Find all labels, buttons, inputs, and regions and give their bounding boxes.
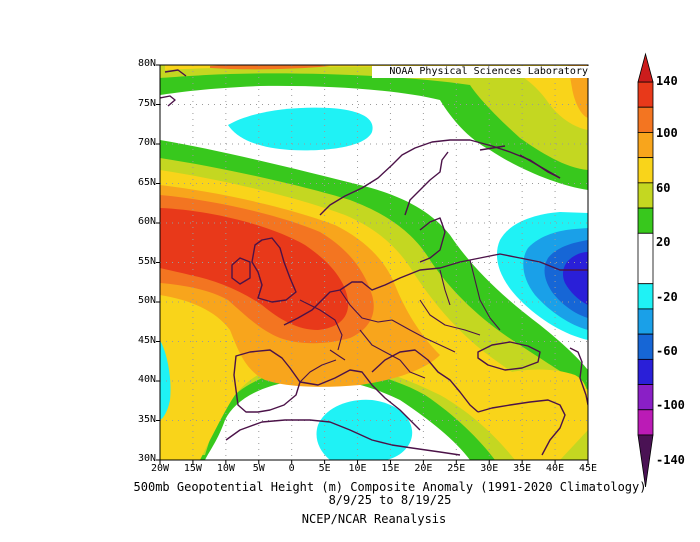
lat-label: 30N bbox=[137, 453, 156, 464]
colorbar-bin bbox=[637, 333, 654, 360]
colorbar-bin bbox=[637, 283, 654, 310]
colorbar-bin bbox=[637, 207, 654, 234]
lat-label: 80N bbox=[137, 58, 156, 69]
colorbar-bin bbox=[637, 182, 654, 209]
lat-label: 70N bbox=[137, 137, 156, 148]
coastline-arctic bbox=[160, 69, 561, 179]
lon-label: 5E bbox=[318, 463, 331, 474]
colorbar-label: 100 bbox=[656, 126, 678, 140]
coastline-black-sea bbox=[477, 341, 541, 371]
lon-label: 5W bbox=[252, 463, 265, 474]
contour-100-north bbox=[210, 65, 330, 70]
lon-label: 30E bbox=[480, 463, 499, 474]
coastline-scandinavia bbox=[319, 139, 561, 263]
lon-label: 40E bbox=[546, 463, 565, 474]
colorbar-label: 60 bbox=[656, 181, 671, 195]
colorbar-bin bbox=[637, 132, 654, 159]
colorbar-over-arrow bbox=[637, 52, 654, 83]
date-range: 8/9/25 to 8/19/25 bbox=[328, 493, 452, 507]
lat-label: 35N bbox=[137, 413, 156, 425]
credit-label: NOAA Physical Sciences Laboratory bbox=[372, 66, 592, 78]
anomaly-field bbox=[160, 65, 588, 460]
lon-label: 45E bbox=[578, 463, 598, 474]
lon-label: 10W bbox=[216, 463, 235, 474]
coastline-continent bbox=[283, 253, 588, 326]
colorbar-label: 140 bbox=[656, 74, 678, 88]
lat-label: 60N bbox=[137, 216, 156, 227]
lon-label: 35E bbox=[513, 463, 532, 474]
contour-neg20-west bbox=[160, 340, 171, 420]
colorbar-label: -100 bbox=[656, 398, 685, 412]
colorbar-label: -60 bbox=[656, 344, 678, 358]
contour-120-main bbox=[160, 208, 349, 330]
lon-label: 10E bbox=[348, 463, 367, 474]
lat-label: 55N bbox=[137, 255, 156, 267]
lon-label: 0 bbox=[288, 463, 295, 474]
coastline-british-isles bbox=[231, 237, 297, 303]
map-title: 500mb Geopotential Height (m) Composite … bbox=[133, 480, 647, 494]
contour-40-north bbox=[160, 65, 588, 170]
contour-neg20-north bbox=[228, 107, 373, 151]
colorbar-label: -20 bbox=[656, 290, 678, 304]
colorbar-bin bbox=[637, 232, 654, 285]
lat-label: 50N bbox=[137, 295, 156, 306]
colorbar-bin bbox=[637, 358, 654, 385]
lon-label: 15E bbox=[381, 463, 400, 474]
coastline-north-africa bbox=[225, 419, 461, 456]
lon-label: 25E bbox=[447, 463, 466, 474]
colorbar-bin bbox=[637, 308, 654, 335]
lat-label: 75N bbox=[137, 97, 156, 109]
colorbar-bin bbox=[637, 384, 654, 411]
colorbar-bin bbox=[637, 106, 654, 133]
lat-label: 65N bbox=[137, 176, 156, 188]
contour-neg20-south bbox=[316, 399, 413, 460]
lat-label: 40N bbox=[137, 374, 156, 385]
colorbar-bin bbox=[637, 409, 654, 436]
axis-ticks bbox=[156, 64, 589, 464]
lon-label: 20W bbox=[150, 463, 170, 474]
colorbar-label: -140 bbox=[656, 453, 685, 467]
contour-60-south bbox=[478, 369, 588, 442]
lon-label: 15W bbox=[183, 463, 202, 474]
lat-label: 45N bbox=[137, 334, 156, 346]
contour-80-north bbox=[568, 65, 588, 118]
borders bbox=[299, 259, 501, 383]
coastline-turkey-levant bbox=[477, 399, 566, 456]
coastline-caspian bbox=[569, 347, 588, 406]
colorbar-label: 20 bbox=[656, 235, 671, 249]
colorbar-under-arrow bbox=[637, 434, 654, 488]
coastlines bbox=[160, 69, 588, 456]
contour-neg80-east bbox=[562, 252, 588, 305]
lon-label: 20E bbox=[414, 463, 433, 474]
colorbar-bin bbox=[637, 81, 654, 108]
colorbar-bin bbox=[637, 157, 654, 184]
colorbar bbox=[637, 52, 654, 488]
data-source: NCEP/NCAR Reanalysis bbox=[301, 512, 447, 526]
